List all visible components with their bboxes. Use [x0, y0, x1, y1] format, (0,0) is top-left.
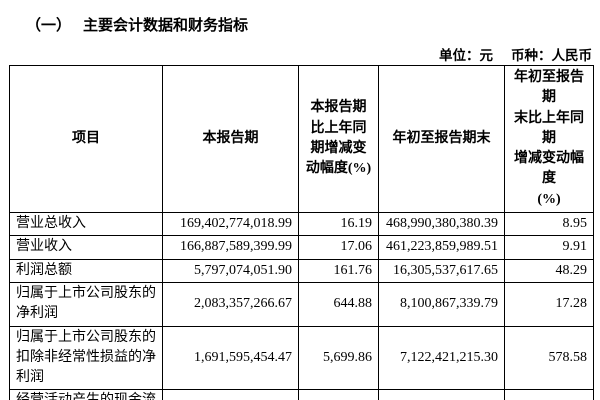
cell-year-to-date-change: 8.95 [504, 212, 594, 237]
table-row: 归属于上市公司股东的扣除非经常性损益的净利润 1,691,595,454.47 … [9, 325, 594, 391]
cell-year-to-date-change: 17.28 [504, 281, 594, 327]
unit-note: 单位：元 [439, 48, 493, 63]
table-row: 利润总额 5,797,074,051.90 161.76 16,305,537,… [9, 258, 594, 283]
cell-current-period: 169,402,774,018.99 [162, 212, 299, 237]
financial-indicators-table: 项目 本报告期 本报告期 比上年同 期增减变 动幅度(%) 年初至报告期末 年初… [9, 64, 594, 400]
cell-item: 经营活动产生的现金流量净额 [9, 389, 163, 400]
cell-year-to-date-change: 48.29 [504, 258, 594, 283]
cell-year-to-date: 468,990,380,380.39 [378, 212, 505, 237]
cell-current-period-change: 5,699.86 [298, 325, 379, 391]
section-number: （一） [26, 18, 72, 34]
col-header-year-to-date: 年初至报告期末 [378, 64, 505, 214]
cell-year-to-date: 16,305,537,617.65 [378, 258, 505, 283]
col-header-item: 项目 [9, 64, 163, 214]
table-row: 经营活动产生的现金流量净额 10,900,831,740.92 47.83 31… [9, 389, 594, 400]
col-header-year-to-date-change: 年初至报告期 末比上年同期 增减变动幅度 (%) [504, 64, 594, 214]
cell-year-to-date-change: 9.91 [504, 235, 594, 260]
cell-current-period: 2,083,357,266.67 [162, 281, 299, 327]
table-header-row: 项目 本报告期 本报告期 比上年同 期增减变 动幅度(%) 年初至报告期末 年初… [9, 64, 594, 214]
col-header-current-period: 本报告期 [162, 64, 299, 214]
cell-item: 营业收入 [9, 235, 163, 260]
section-title: （一） 主要会计数据和财务指标 [26, 14, 248, 35]
currency-note: 币种：人民币 [511, 48, 592, 63]
table-row: 归属于上市公司股东的净利润 2,083,357,266.67 644.88 8,… [9, 281, 594, 327]
cell-item: 利润总额 [9, 258, 163, 283]
cell-current-period: 166,887,589,399.99 [162, 235, 299, 260]
cell-current-period-change: 16.19 [298, 212, 379, 237]
cell-current-period: 1,691,595,454.47 [162, 325, 299, 391]
section-title-text: 主要会计数据和财务指标 [83, 18, 249, 34]
col-header-current-period-change: 本报告期 比上年同 期增减变 动幅度(%) [298, 64, 379, 214]
cell-current-period: 10,900,831,740.92 [162, 389, 299, 400]
cell-item: 归属于上市公司股东的扣除非经常性损益的净利润 [9, 325, 163, 391]
cell-current-period-change: 47.83 [298, 389, 379, 400]
cell-year-to-date: 7,122,421,215.30 [378, 325, 505, 391]
cell-item: 归属于上市公司股东的净利润 [9, 281, 163, 327]
cell-year-to-date-change: 70.88 [504, 389, 594, 400]
cell-current-period-change: 644.88 [298, 281, 379, 327]
cell-year-to-date-change: 578.58 [504, 325, 594, 391]
unit-currency-note: 单位：元 币种：人民币 [439, 44, 592, 64]
cell-current-period-change: 161.76 [298, 258, 379, 283]
cell-year-to-date: 31,938,106,598.25 [378, 389, 505, 400]
cell-current-period: 5,797,074,051.90 [162, 258, 299, 283]
cell-item: 营业总收入 [9, 212, 163, 237]
table-row: 营业收入 166,887,589,399.99 17.06 461,223,85… [9, 235, 594, 260]
table-row: 营业总收入 169,402,774,018.99 16.19 468,990,3… [9, 212, 594, 237]
cell-current-period-change: 17.06 [298, 235, 379, 260]
cell-year-to-date: 8,100,867,339.79 [378, 281, 505, 327]
cell-year-to-date: 461,223,859,989.51 [378, 235, 505, 260]
